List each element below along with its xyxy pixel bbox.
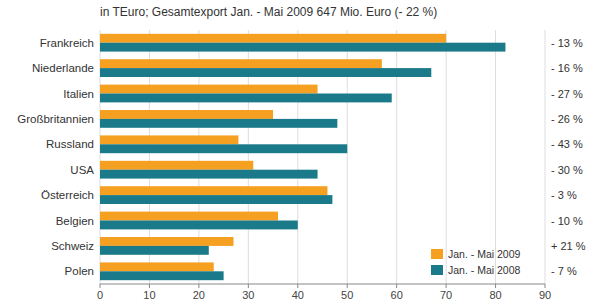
bar — [100, 271, 224, 280]
tick-label: 50 — [341, 289, 353, 301]
bar — [100, 85, 318, 94]
change-annotation: - 27 % — [551, 88, 583, 100]
change-annotation: - 16 % — [551, 62, 583, 74]
tick-mark — [495, 284, 496, 288]
bar — [100, 237, 234, 246]
tick-mark — [396, 284, 397, 288]
change-annotation: - 10 % — [551, 215, 583, 227]
bar — [100, 246, 209, 255]
bar — [100, 186, 327, 195]
legend-swatch — [431, 265, 443, 275]
bar — [100, 144, 347, 153]
legend-label: Jan. - Mai 2009 — [448, 248, 521, 260]
change-annotation: - 7 % — [551, 265, 577, 277]
tick-mark — [297, 284, 298, 288]
bar — [100, 43, 505, 52]
tick-label: 80 — [489, 289, 501, 301]
category-label: Russland — [46, 138, 94, 150]
change-annotation: - 43 % — [551, 138, 583, 150]
tick-mark — [198, 284, 199, 288]
bars — [100, 34, 505, 280]
bar — [100, 212, 278, 221]
category-label: Belgien — [56, 215, 94, 227]
tick-mark — [446, 284, 447, 288]
bar — [100, 195, 332, 204]
bar — [100, 135, 238, 144]
grid-line — [495, 30, 496, 284]
bar — [100, 110, 273, 119]
tick-mark — [545, 284, 546, 288]
tick-label: 10 — [143, 289, 155, 301]
category-label: Frankreich — [40, 37, 94, 49]
legend: Jan. - Mai 2009 Jan. - Mai 2008 — [431, 248, 521, 276]
tick-label: 70 — [440, 289, 452, 301]
grid-line — [545, 30, 546, 284]
tick-label: 30 — [242, 289, 254, 301]
grid-line — [446, 30, 447, 284]
tick-label: 90 — [539, 289, 551, 301]
bar — [100, 170, 318, 179]
category-label: USA — [70, 164, 94, 176]
tick-label: 60 — [391, 289, 403, 301]
category-label: Österreich — [41, 189, 94, 201]
tick-mark — [347, 284, 348, 288]
tick-label: 0 — [97, 289, 103, 301]
bar — [100, 262, 214, 271]
bar — [100, 119, 337, 128]
legend-label: Jan. - Mai 2008 — [448, 264, 521, 276]
change-annotation: + 21 % — [551, 240, 586, 252]
tick-mark — [248, 284, 249, 288]
title: in TEuro; Gesamtexport Jan. - Mai 2009 6… — [100, 5, 437, 19]
x-axis-line — [100, 284, 545, 285]
category-label: Niederlande — [32, 62, 94, 74]
bar — [100, 34, 446, 43]
bar — [100, 68, 431, 77]
tick-label: 20 — [193, 289, 205, 301]
change-annotation: - 30 % — [551, 164, 583, 176]
tick-mark — [149, 284, 150, 288]
grid — [100, 30, 545, 284]
category-label: Großbritannien — [17, 113, 94, 125]
bar — [100, 161, 253, 170]
category-label: Polen — [65, 265, 94, 277]
category-label: Schweiz — [51, 240, 94, 252]
change-annotation: - 26 % — [551, 113, 583, 125]
bar — [100, 59, 382, 68]
bar — [100, 221, 298, 230]
change-annotation: - 3 % — [551, 189, 577, 201]
category-label: Italien — [63, 88, 94, 100]
legend-swatch — [431, 249, 443, 259]
tick-mark — [100, 284, 101, 288]
bar — [100, 94, 392, 103]
change-annotation: - 13 % — [551, 37, 583, 49]
tick-label: 40 — [292, 289, 304, 301]
chart: in TEuro; Gesamtexport Jan. - Mai 2009 6… — [0, 0, 600, 308]
